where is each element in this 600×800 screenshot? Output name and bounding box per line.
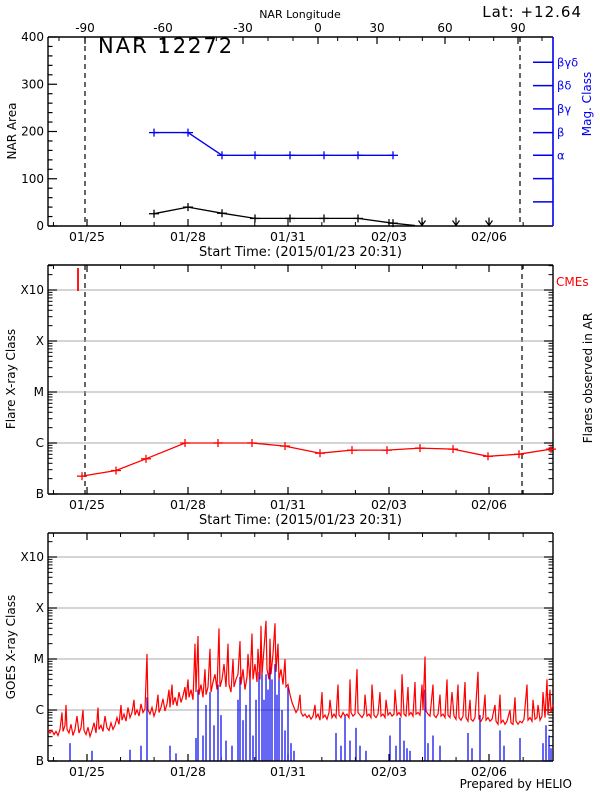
class-tick-label: M — [34, 385, 44, 399]
panel2-flare-class: B C M X X10 01/25 01/28 01/31 02/03 02/06 — [21, 264, 556, 512]
latitude-label: Lat: +12.64 — [482, 3, 582, 21]
class-tick-label: B — [36, 754, 44, 768]
longitude-tick-label: 90 — [510, 21, 525, 35]
longitude-tick-label: -60 — [153, 21, 173, 35]
mag-class-tick-label: α — [557, 148, 565, 162]
prepared-by-footer: Prepared by HELIO — [459, 777, 572, 791]
longitude-tick-label: 0 — [314, 21, 322, 35]
panel2-right-axis-label: Flares observed in AR — [581, 312, 595, 444]
date-tick-label: 02/06 — [471, 229, 507, 244]
panel1-nar-area: 0 100 200 300 400 -90 -60 -30 0 30 60 90 01/25 01/28 0… — [21, 21, 578, 244]
cmes-label: CMEs — [556, 275, 589, 289]
panel1-x-axis-label: Start Time: (2015/01/23 20:31) — [199, 245, 402, 260]
class-tick-label: B — [36, 487, 44, 501]
date-tick-label: 02/06 — [471, 497, 507, 512]
longitude-tick-label: 60 — [437, 21, 452, 35]
date-tick-label: 01/28 — [170, 497, 206, 512]
zero-area-arrow-marker — [418, 217, 426, 227]
date-tick-label: 01/25 — [69, 497, 105, 512]
date-tick-label: 02/06 — [471, 764, 507, 779]
longitude-tick-label: -30 — [233, 21, 253, 35]
panel1-y-axis-label: NAR Area — [5, 102, 19, 160]
top-axis-title: NAR Longitude — [259, 8, 341, 21]
longitude-tick-label: -90 — [75, 21, 95, 35]
ar-flare-event-bars — [69, 664, 552, 761]
panel3-y-axis-label: GOES X-ray Class — [4, 594, 18, 700]
area-tick-label: 100 — [21, 172, 44, 186]
mag-class-tick-label: β — [557, 126, 564, 140]
zero-area-arrow-marker — [485, 217, 493, 227]
area-tick-label: 400 — [21, 30, 44, 44]
mag-class-series-line — [154, 131, 393, 157]
date-tick-label: 01/31 — [270, 229, 306, 244]
date-tick-label: 01/25 — [69, 764, 105, 779]
date-tick-label: 01/31 — [270, 764, 306, 779]
nar-area-series-line — [153, 206, 416, 227]
panel2-x-axis-label: Start Time: (2015/01/23 20:31) — [199, 513, 402, 528]
panel1-right-axis-label: Mag. Class — [580, 71, 594, 137]
class-tick-label: X10 — [21, 550, 45, 564]
date-tick-label: 02/03 — [371, 764, 407, 779]
area-tick-label: 0 — [36, 219, 44, 233]
flare-class-series-line — [81, 442, 552, 477]
mag-class-tick-label: βγδ — [557, 55, 578, 69]
class-tick-label: X10 — [21, 283, 45, 297]
zero-area-arrow-marker — [452, 217, 460, 227]
panel2-y-axis-label: Flare X-ray Class — [4, 328, 18, 430]
date-tick-label: 01/28 — [170, 764, 206, 779]
date-tick-label: 02/03 — [371, 497, 407, 512]
date-tick-label: 01/31 — [270, 497, 306, 512]
date-tick-label: 01/25 — [69, 229, 105, 244]
mag-class-tick-label: βδ — [557, 79, 571, 93]
mag-class-tick-label: βγ — [557, 102, 571, 116]
date-tick-label: 01/28 — [170, 229, 206, 244]
class-tick-label: C — [36, 436, 44, 450]
longitude-tick-label: 30 — [369, 21, 384, 35]
panel3-goes-xray: B C M X X10 01/25 01/28 01/31 02/03 02/06 — [21, 532, 554, 779]
area-tick-label: 200 — [21, 125, 44, 139]
class-tick-label: C — [36, 703, 44, 717]
class-tick-label: X — [36, 334, 44, 348]
area-tick-label: 300 — [21, 77, 44, 91]
date-tick-label: 02/03 — [371, 229, 407, 244]
class-tick-label: X — [36, 601, 44, 615]
class-tick-label: M — [34, 652, 44, 666]
goes-flux-curve — [47, 620, 554, 739]
panel1-title: NAR 12272 — [98, 34, 235, 58]
